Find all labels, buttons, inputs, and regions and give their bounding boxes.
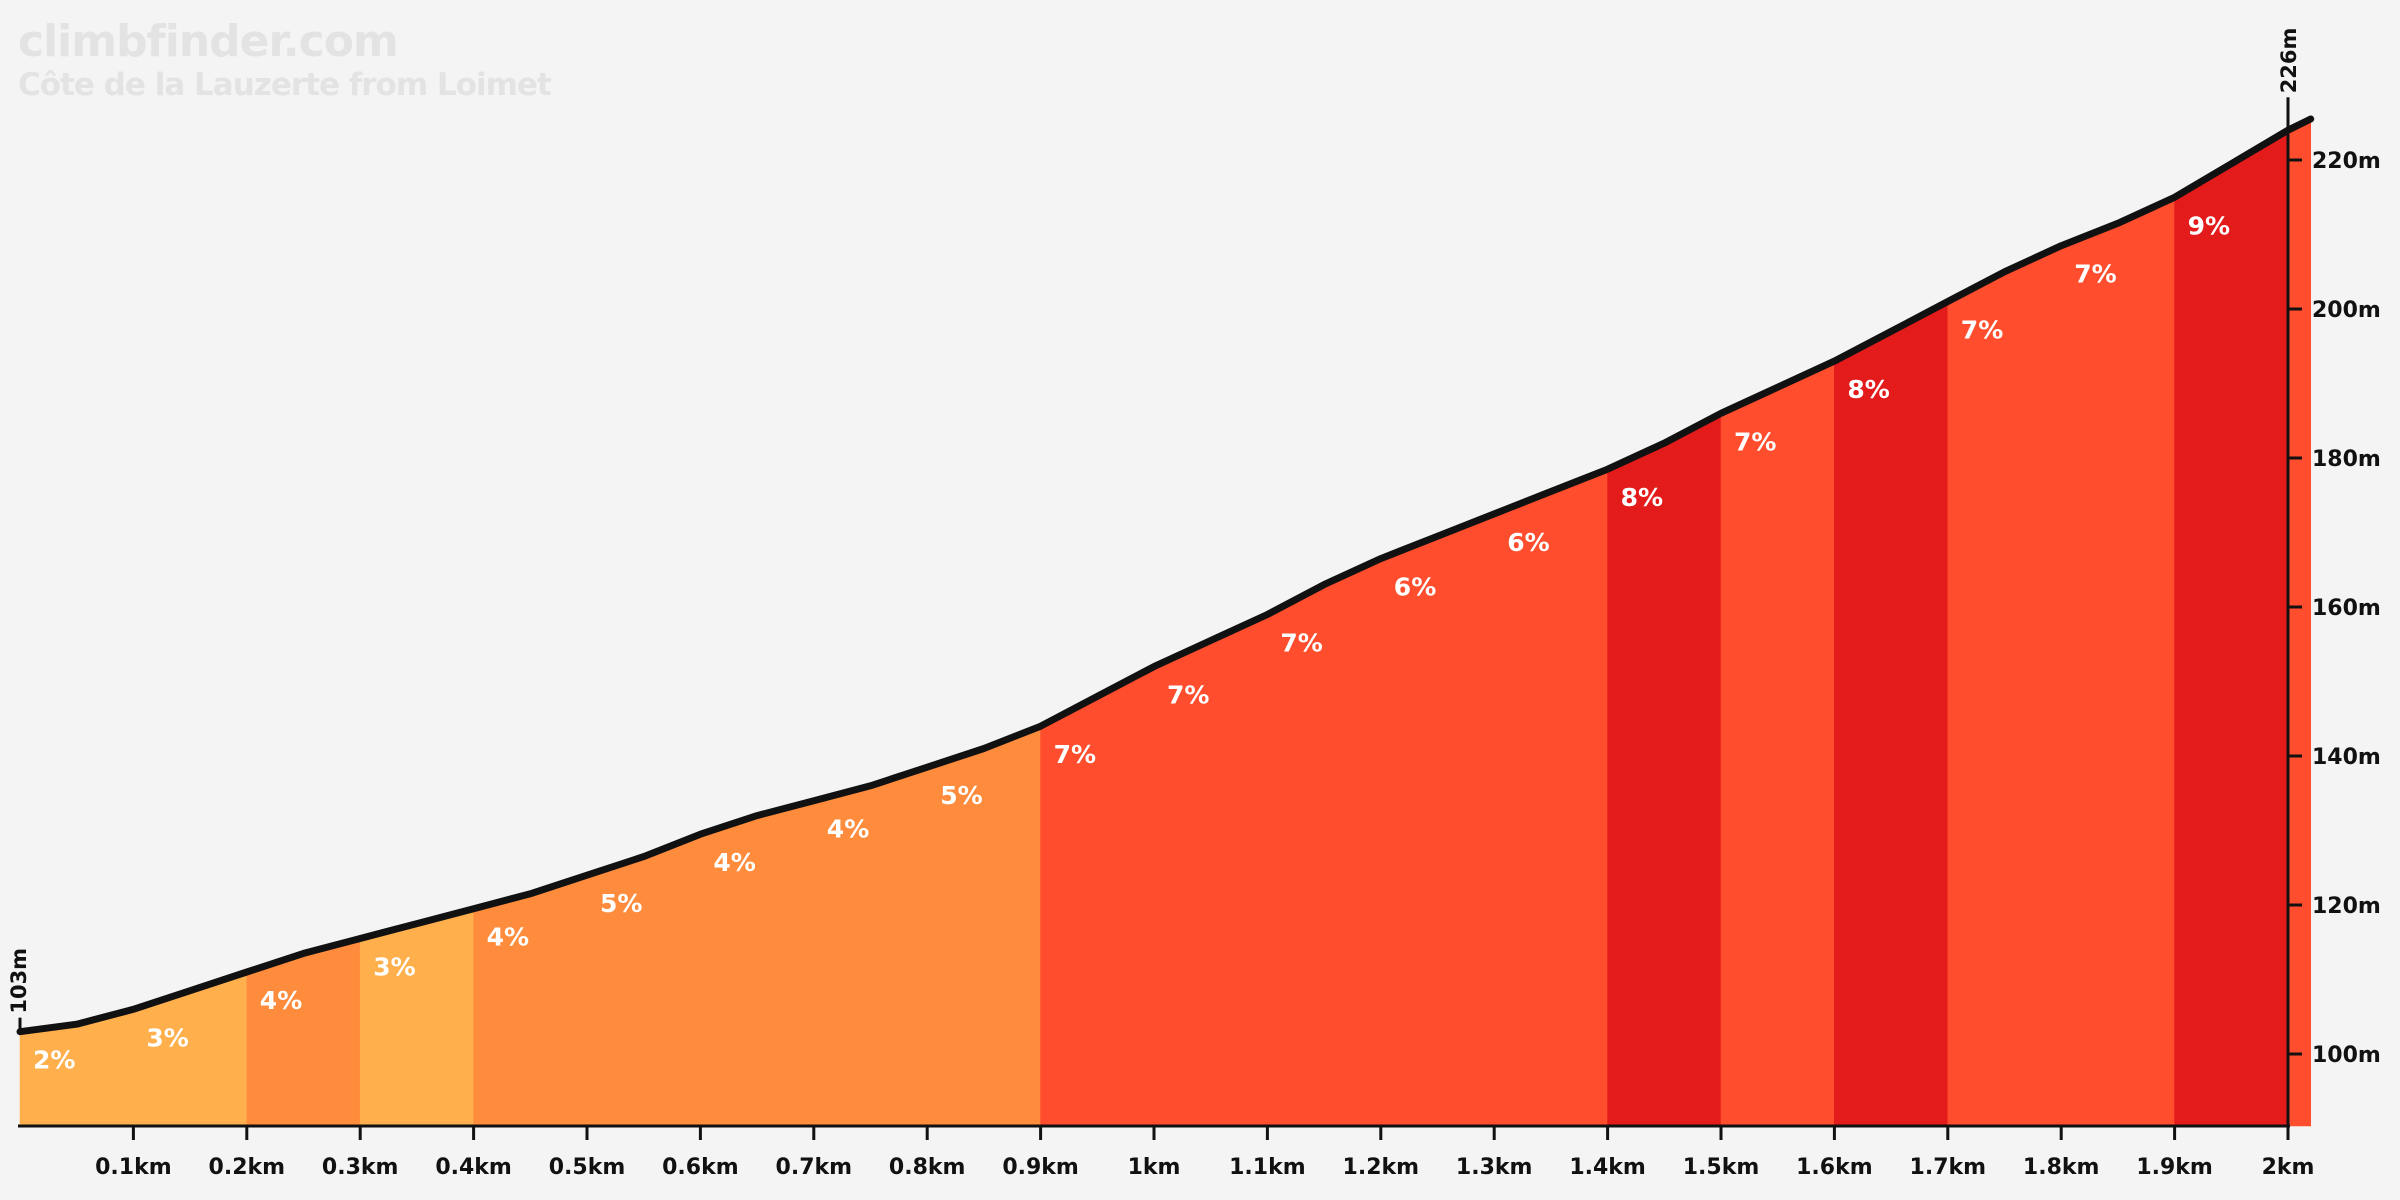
gradient-segment: [1947, 245, 2062, 1127]
gradient-segment: [1834, 301, 1949, 1127]
x-tick-label: 1.8km: [2023, 1155, 2100, 1180]
y-tick-label: 100m: [2312, 1043, 2381, 1068]
x-tick-label: 0.8km: [889, 1155, 966, 1180]
x-tick-label: 1.3km: [1456, 1155, 1533, 1180]
x-tick-label: 1.9km: [2136, 1155, 2213, 1180]
gradient-label: 8%: [1621, 483, 1663, 512]
gradient-label: 7%: [1734, 427, 1776, 456]
gradient-label: 2%: [33, 1046, 75, 1075]
gradient-label: 7%: [1054, 740, 1096, 769]
gradient-label: 4%: [260, 986, 302, 1015]
y-tick-label: 220m: [2312, 149, 2381, 174]
x-tick-label: 0.6km: [662, 1155, 739, 1180]
gradient-label: 7%: [2074, 260, 2116, 289]
gradient-label: 3%: [146, 1023, 188, 1052]
profile-line-group: [16, 115, 2315, 1036]
gradient-segment: [473, 874, 588, 1127]
gradient-segment: [1040, 666, 1155, 1127]
profile-line: [16, 115, 2315, 1036]
brand-watermark: climbfinder.com: [18, 16, 399, 67]
x-tick-label: 1.4km: [1569, 1155, 1646, 1180]
gradient-label: 4%: [713, 848, 755, 877]
x-tick-label: 0.7km: [776, 1155, 853, 1180]
x-tick-label: 0.1km: [95, 1155, 172, 1180]
gradient-label: 4%: [487, 923, 529, 952]
start-elevation-label: 103m: [7, 948, 31, 1014]
x-tick-label: 2km: [2262, 1155, 2315, 1180]
y-tick-label: 160m: [2312, 596, 2381, 621]
gradient-label: 5%: [940, 781, 982, 810]
gradient-label: 7%: [1167, 681, 1209, 710]
x-tick-label: 1.2km: [1343, 1155, 1420, 1180]
x-tick-label: 0.5km: [549, 1155, 626, 1180]
x-tick-label: 0.2km: [209, 1155, 286, 1180]
gradient-segment: [2060, 196, 2175, 1127]
gradient-segments: [19, 118, 2311, 1127]
climb-name: Côte de la Lauzerte from Loimet: [18, 67, 552, 103]
x-tick-label: 1.7km: [1910, 1155, 1987, 1180]
x-tick-label: 0.3km: [322, 1155, 399, 1180]
x-tick-label: 1.6km: [1796, 1155, 1873, 1180]
gradient-label: 5%: [600, 889, 642, 918]
gradient-label: 7%: [1280, 629, 1322, 658]
x-tick-label: 1.5km: [1683, 1155, 1760, 1180]
gradient-segment: [1607, 412, 1722, 1127]
gradient-label: 9%: [2188, 211, 2230, 240]
axes: 0.1km 0.2km 0.3km 0.4km 0.5km 0.6km 0.7km 0.8km…: [7, 28, 2381, 1180]
gradient-segment: [2287, 118, 2311, 1127]
y-tick-label: 140m: [2312, 745, 2381, 770]
gradient-label: 8%: [1847, 375, 1889, 404]
gradient-label: 4%: [827, 815, 869, 844]
y-tick-label: 120m: [2312, 894, 2381, 919]
gradient-segment: [586, 833, 701, 1127]
x-tick-label: 0.9km: [1002, 1155, 1079, 1180]
gradient-segment: [2174, 129, 2289, 1127]
x-tick-label: 1.1km: [1229, 1155, 1306, 1180]
chart-header: climbfinder.com Côte de la Lauzerte from…: [18, 16, 552, 104]
gradient-segment: [1380, 513, 1495, 1127]
y-tick-label: 200m: [2312, 298, 2381, 323]
gradient-segment: [1720, 360, 1835, 1127]
end-elevation-label: 226m: [2277, 28, 2301, 94]
gradient-labels: 2% 3% 4% 3% 4% 5% 4% 4% 5% 7% 7% 7% 6% 6% 8% 7% 8% 7% 7% 9%: [33, 211, 2230, 1074]
y-tick-label: 180m: [2312, 447, 2381, 472]
gradient-label: 3%: [373, 953, 415, 982]
gradient-label: 6%: [1507, 528, 1549, 557]
x-tick-label: 0.4km: [435, 1155, 512, 1180]
gradient-segment: [1493, 468, 1608, 1127]
x-tick-label: 1km: [1128, 1155, 1181, 1180]
gradient-label: 6%: [1394, 573, 1436, 602]
gradient-label: 7%: [1961, 316, 2003, 345]
gradient-segment: [359, 908, 474, 1127]
